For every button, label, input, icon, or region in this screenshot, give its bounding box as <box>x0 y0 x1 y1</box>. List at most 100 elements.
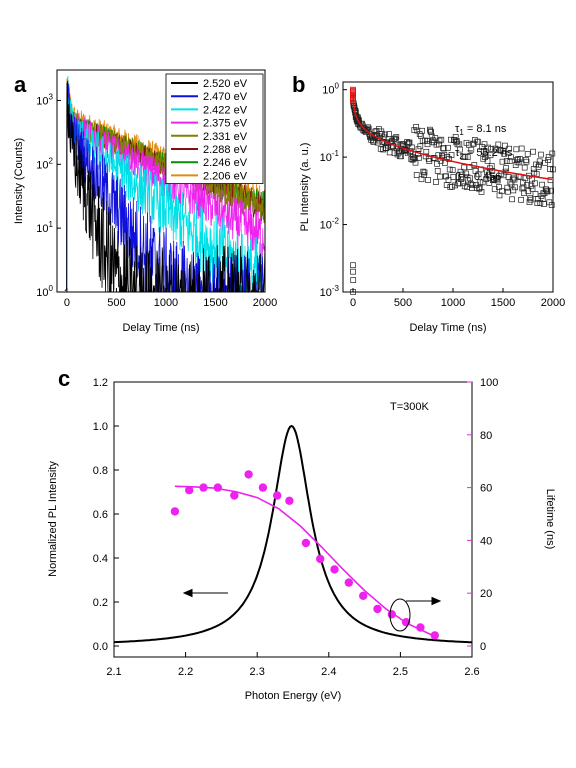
chart-c-ytick-label-right: 80 <box>480 430 492 442</box>
chart-b-data-point <box>417 143 424 150</box>
chart-b-data-point <box>538 151 544 158</box>
chart-b-data-point <box>512 184 518 191</box>
chart-c-ytick-label: 0.0 <box>93 641 108 653</box>
chart-b-data-point <box>524 151 531 157</box>
chart-b-data-point <box>419 127 425 134</box>
chart-b-data-point <box>413 172 420 178</box>
chart-b-data-point <box>496 184 502 190</box>
chart-b-data-point <box>413 124 419 130</box>
chart-c-lifetime-point <box>430 631 439 640</box>
chart-b-data-point <box>412 155 418 161</box>
chart-c-lifetime-point <box>387 610 396 619</box>
chart-b-xtick-label: 0 <box>350 297 356 309</box>
chart-b-data-point <box>506 145 512 152</box>
chart-b-data-point <box>527 196 534 203</box>
right-axis-arrow <box>389 596 442 632</box>
chart-a-xtick-label: 1500 <box>203 297 227 309</box>
chart-b-data-point <box>428 133 435 140</box>
chart-b-data-point <box>467 181 474 187</box>
chart-b-data-point <box>420 168 427 175</box>
chart-b-data-point <box>523 158 530 165</box>
chart-a-legend-label: 2.422 eV <box>203 104 248 116</box>
chart-b-data-point <box>493 147 500 153</box>
chart-b-data-point <box>548 187 554 194</box>
chart-a-ylabel: Intensity (Counts) <box>13 138 25 224</box>
chart-b-data-point <box>458 176 464 183</box>
chart-b-data-point <box>445 144 451 151</box>
chart-b-data-point <box>421 169 428 176</box>
chart-b-data-point <box>536 158 543 165</box>
chart-b-data-point <box>409 144 415 151</box>
chart-b-data-point <box>468 146 475 153</box>
chart-c-lifetime-point <box>316 554 325 564</box>
chart-b-data-point <box>445 177 452 183</box>
chart-c-xtick-label: 2.3 <box>250 666 265 678</box>
panel-letter-b: b <box>292 72 305 97</box>
chart-c-lifetime-point <box>230 491 239 500</box>
chart-b-data-point <box>405 140 412 147</box>
chart-b-data-point <box>436 137 443 144</box>
chart-c-lifetime-point <box>258 483 268 492</box>
chart-b-data-point <box>545 157 551 163</box>
chart-b-data-point <box>501 150 508 157</box>
chart-c-lifetime-point <box>273 491 282 500</box>
chart-a-legend-label: 2.375 eV <box>203 118 248 130</box>
chart-b-data-point <box>443 182 450 188</box>
chart-b-data-point <box>472 168 479 174</box>
chart-b-data-point <box>504 184 511 191</box>
chart-a-legend-label: 2.246 eV <box>203 157 248 169</box>
chart-b-data-point <box>495 141 502 148</box>
chart-b-ytick-label: 10-3 <box>320 284 340 299</box>
chart-b-data-point <box>418 132 424 139</box>
chart-b-axes: 0 500 1000 1500 2000 10-3 10-2 10-1 100 <box>320 82 566 309</box>
chart-b-data-point <box>365 124 371 131</box>
chart-a-legend-label: 2.520 eV <box>203 78 248 90</box>
chart-b-data-point <box>502 142 508 149</box>
chart-c-xtick-label: 2.1 <box>106 666 121 678</box>
chart-a-xlabel: Delay Time (ns) <box>122 322 199 334</box>
chart-c-xtick-label: 2.2 <box>178 666 193 678</box>
chart-c-lifetime-point <box>344 578 353 587</box>
chart-b-data-point <box>536 161 542 168</box>
chart-b-fit-line <box>352 94 553 181</box>
chart-b-data-point <box>529 185 536 192</box>
chart-b-data-point <box>386 131 392 137</box>
chart-b-data-point <box>479 179 486 186</box>
chart-a-xtick-label: 2000 <box>253 297 277 309</box>
chart-b-data-point <box>523 157 529 163</box>
chart-a-ytick-label: 103 <box>36 92 53 107</box>
chart-b-data-point <box>476 185 483 191</box>
chart-b-data-point <box>487 152 494 159</box>
chart-c-ytick-label-right: 60 <box>480 483 492 495</box>
chart-a-axes: 0 500 1000 1500 2000 100 101 102 103 <box>36 92 277 309</box>
chart-c: 2.1 2.2 2.3 2.4 2.5 2.6 0.0 0.2 0.4 0.6 0.8 1.0 1.2 0… <box>47 377 556 702</box>
chart-b-data-point <box>433 179 439 185</box>
chart-a-ytick-label: 102 <box>36 156 53 171</box>
chart-b-data-point <box>457 146 463 153</box>
chart-b-data-point <box>494 177 501 184</box>
chart-b-frame <box>342 81 554 293</box>
chart-c-lifetime-point <box>301 538 311 548</box>
chart-b-data-point <box>475 138 481 145</box>
chart-b-data-point <box>489 168 496 174</box>
chart-c-temperature-annotation: T=300K <box>390 401 429 413</box>
chart-b-data-point <box>547 166 553 172</box>
chart-b-data-point <box>541 201 547 207</box>
chart-b-data-point <box>467 175 473 182</box>
chart-c-xtick-label: 2.6 <box>464 666 479 678</box>
chart-c-lifetime-point <box>213 483 222 492</box>
panel-letter-c: c <box>58 366 70 391</box>
chart-b-data-point <box>494 176 500 182</box>
chart-b-data-point <box>518 145 525 152</box>
chart-b-ytick-label: 10-2 <box>320 217 340 232</box>
chart-b-data-point <box>411 127 418 133</box>
chart-c-ytick-label-right: 20 <box>480 588 492 600</box>
chart-b-data-point <box>488 146 494 152</box>
chart-b-data-point <box>478 189 485 195</box>
chart-b-data-point <box>449 183 455 190</box>
chart-a-legend-label: 2.470 eV <box>203 91 248 103</box>
chart-b-data-point <box>425 177 431 183</box>
chart-c-lifetime-point <box>373 604 382 614</box>
chart-b-data-point <box>506 158 513 164</box>
